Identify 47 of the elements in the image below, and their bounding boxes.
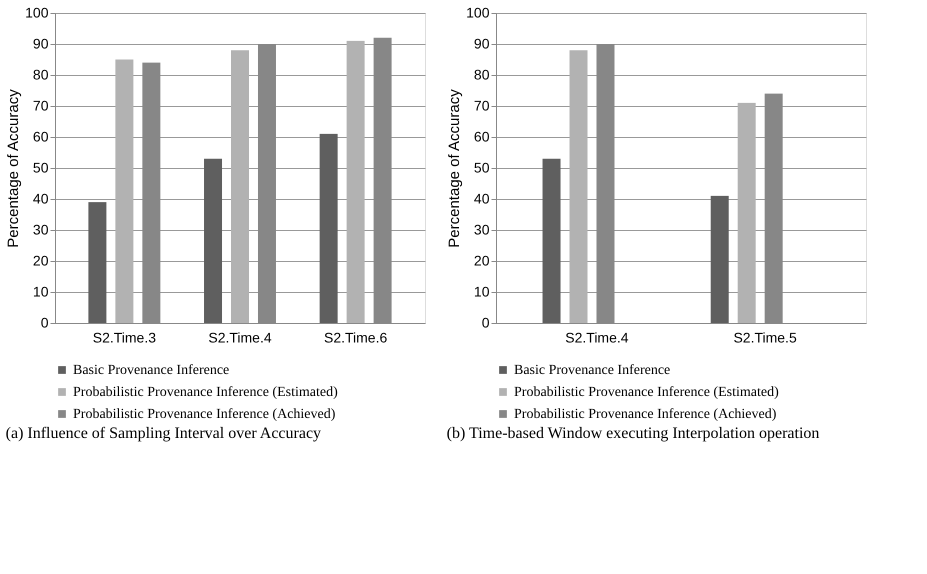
bar	[115, 60, 134, 323]
y-tick-label: 80	[474, 66, 490, 82]
x-tick-label: S2.Time.4	[565, 330, 629, 346]
x-tick-label: S2.Time.6	[324, 330, 388, 346]
legend-label: Probabilistic Provenance Inference (Estimated)	[514, 385, 780, 400]
y-tick-label: 0	[40, 314, 49, 330]
bar	[231, 50, 249, 323]
x-tick-label: S2.Time.5	[733, 330, 797, 346]
y-tick-label: 70	[32, 98, 49, 114]
y-tick-label: 40	[32, 190, 49, 206]
y-tick-label: 70	[474, 98, 490, 114]
legend-label: Basic Provenance Inference	[73, 363, 230, 378]
bar	[204, 158, 222, 323]
y-tick-label: 50	[474, 160, 490, 176]
y-tick-label: 20	[474, 252, 490, 268]
bar	[88, 202, 106, 323]
bar	[710, 196, 729, 323]
y-axis-title: Percentage of Accuracy	[446, 88, 464, 248]
y-tick-label: 100	[466, 4, 490, 20]
legend-label: Probabilistic Provenance Inference (Achieved)	[73, 407, 336, 422]
y-tick-label: 10	[32, 284, 49, 300]
y-tick-label: 50	[32, 160, 49, 176]
y-tick-label: 40	[474, 190, 490, 206]
bar	[542, 158, 561, 323]
legend-label: Probabilistic Provenance Inference (Achieved)	[514, 407, 777, 422]
legend-label: Basic Provenance Inference	[514, 363, 670, 378]
legend-label: Probabilistic Provenance Inference (Estimated)	[73, 385, 338, 400]
y-tick-label: 20	[32, 252, 49, 268]
y-tick-label: 60	[474, 128, 490, 144]
y-tick-label: 0	[482, 314, 490, 330]
y-tick-label: 30	[32, 222, 49, 238]
bar	[346, 40, 365, 323]
y-tick-label: 60	[32, 128, 49, 144]
y-tick-label: 10	[474, 284, 490, 300]
y-axis-title: Percentage of Accuracy	[5, 88, 22, 248]
text: (a) Influence of Sampling Interval over Accuracy	[6, 425, 322, 442]
y-tick-label: 80	[32, 66, 49, 82]
x-tick-label: S2.Time.4	[208, 330, 272, 346]
y-tick-label: 30	[474, 222, 490, 238]
bar	[738, 102, 756, 323]
y-tick-label: 90	[32, 36, 49, 52]
text: (b) Time-based Window executing Interpolation operation	[446, 425, 820, 442]
y-tick-label: 100	[25, 4, 49, 20]
x-tick-label: S2.Time.3	[92, 330, 156, 346]
y-tick-label: 90	[474, 36, 490, 52]
bar	[570, 50, 588, 323]
bar	[320, 134, 338, 323]
